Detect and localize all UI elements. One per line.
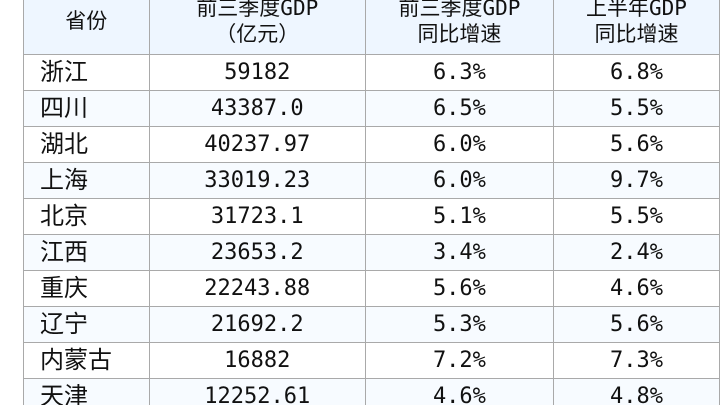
table-row: 浙江 59182 6.3% 6.8% bbox=[23, 54, 720, 91]
header-row: 省份 前三季度GDP （亿元） 前三季度GDP 同比增速 上半年GDP 同比增速 bbox=[23, 0, 720, 55]
cell-q3-growth: 5.1% bbox=[364, 198, 554, 235]
cell-q3-growth: 5.3% bbox=[364, 306, 554, 343]
cell-province: 四川 bbox=[23, 90, 150, 127]
cell-h1-growth: 2.4% bbox=[552, 234, 720, 271]
table-row: 天津 12252.61 4.6% 4.8% bbox=[23, 378, 720, 405]
table-row: 辽宁 21692.2 5.3% 5.6% bbox=[23, 306, 720, 343]
cell-q3-growth: 7.2% bbox=[364, 342, 554, 379]
cell-h1-growth: 4.8% bbox=[552, 378, 720, 405]
cell-q3-gdp: 33019.23 bbox=[148, 162, 366, 199]
cell-province: 上海 bbox=[23, 162, 150, 199]
cell-province: 北京 bbox=[23, 198, 150, 235]
cell-q3-gdp: 43387.0 bbox=[148, 90, 366, 127]
cell-province: 内蒙古 bbox=[23, 342, 150, 379]
table-header: 省份 前三季度GDP （亿元） 前三季度GDP 同比增速 上半年GDP 同比增速 bbox=[23, 0, 720, 55]
header-q3-gdp-line-1: 前三季度GDP bbox=[196, 0, 319, 20]
table-row: 北京 31723.1 5.1% 5.5% bbox=[23, 198, 720, 235]
table-row: 江西 23653.2 3.4% 2.4% bbox=[23, 234, 720, 271]
cell-q3-gdp: 21692.2 bbox=[148, 306, 366, 343]
cell-q3-gdp: 16882 bbox=[148, 342, 366, 379]
cell-q3-gdp: 12252.61 bbox=[148, 378, 366, 405]
cell-q3-growth: 6.0% bbox=[364, 162, 554, 199]
cell-province: 湖北 bbox=[23, 126, 150, 163]
cell-q3-growth: 5.6% bbox=[364, 270, 554, 307]
table-row: 四川 43387.0 6.5% 5.5% bbox=[23, 90, 720, 127]
cell-h1-growth: 5.5% bbox=[552, 198, 720, 235]
cell-q3-growth: 6.3% bbox=[364, 54, 554, 91]
header-h1-growth-line-1: 上半年GDP bbox=[585, 0, 687, 20]
cell-q3-growth: 4.6% bbox=[364, 378, 554, 405]
cell-province: 辽宁 bbox=[23, 306, 150, 343]
cell-q3-gdp: 40237.97 bbox=[148, 126, 366, 163]
header-h1-growth-line-2: 同比增速 bbox=[594, 22, 679, 46]
cell-q3-growth: 6.5% bbox=[364, 90, 554, 127]
header-province-line: 省份 bbox=[65, 9, 108, 33]
table-row: 重庆 22243.88 5.6% 4.6% bbox=[23, 270, 720, 307]
table-row: 内蒙古 16882 7.2% 7.3% bbox=[23, 342, 720, 379]
cell-q3-gdp: 59182 bbox=[148, 54, 366, 91]
cell-h1-growth: 5.5% bbox=[552, 90, 720, 127]
cell-q3-growth: 3.4% bbox=[364, 234, 554, 271]
header-q3-growth: 前三季度GDP 同比增速 bbox=[364, 0, 554, 55]
cell-h1-growth: 7.3% bbox=[552, 342, 720, 379]
cell-h1-growth: 5.6% bbox=[552, 126, 720, 163]
header-q3-gdp: 前三季度GDP （亿元） bbox=[148, 0, 366, 55]
header-q3-gdp-line-2: （亿元） bbox=[215, 22, 300, 46]
cell-q3-gdp: 31723.1 bbox=[148, 198, 366, 235]
cell-province: 浙江 bbox=[23, 54, 150, 91]
cell-h1-growth: 6.8% bbox=[552, 54, 720, 91]
cell-h1-growth: 4.6% bbox=[552, 270, 720, 307]
table-row: 湖北 40237.97 6.0% 5.6% bbox=[23, 126, 720, 163]
cell-q3-gdp: 22243.88 bbox=[148, 270, 366, 307]
cell-q3-gdp: 23653.2 bbox=[148, 234, 366, 271]
header-h1-growth: 上半年GDP 同比增速 bbox=[552, 0, 720, 55]
cell-h1-growth: 9.7% bbox=[552, 162, 720, 199]
gdp-table: 省份 前三季度GDP （亿元） 前三季度GDP 同比增速 上半年GDP 同比增速… bbox=[23, 0, 720, 405]
cell-province: 江西 bbox=[23, 234, 150, 271]
table-body: 浙江 59182 6.3% 6.8% 四川 43387.0 6.5% 5.5% … bbox=[23, 54, 720, 405]
header-province: 省份 bbox=[23, 0, 150, 55]
cell-q3-growth: 6.0% bbox=[364, 126, 554, 163]
table-row: 上海 33019.23 6.0% 9.7% bbox=[23, 162, 720, 199]
cell-h1-growth: 5.6% bbox=[552, 306, 720, 343]
cell-province: 重庆 bbox=[23, 270, 150, 307]
header-q3-growth-line-2: 同比增速 bbox=[417, 22, 502, 46]
header-q3-growth-line-1: 前三季度GDP bbox=[398, 0, 521, 20]
cell-province: 天津 bbox=[23, 378, 150, 405]
